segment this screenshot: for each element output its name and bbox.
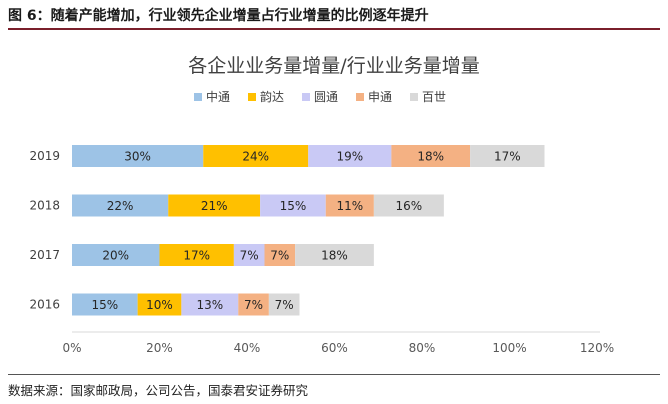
bar-2019-0	[72, 145, 204, 167]
bar-label-2019-4: 17%	[494, 150, 521, 164]
legend-label-4: 百世	[422, 90, 446, 104]
bar-label-2016-4: 7%	[275, 298, 294, 312]
bar-2017-0	[72, 244, 160, 266]
bar-label-2019-0: 30%	[124, 150, 151, 164]
bar-2017-2	[233, 244, 265, 266]
legend-swatch-3	[356, 93, 364, 101]
category-axis: 2019 2018 2017 2016	[29, 149, 60, 312]
legend-label-2: 圆通	[314, 90, 338, 104]
legend-label-0: 中通	[206, 89, 230, 104]
tick-label-3: 60%	[321, 341, 348, 355]
bar-2017-1	[159, 244, 234, 266]
bar-2017-4	[295, 244, 374, 266]
legend-swatch-4	[410, 93, 418, 101]
bar-2016-3	[238, 293, 269, 316]
bar-2019-2	[308, 145, 392, 167]
chart-legend: 中通 韵达 圆通 申通 百世	[194, 89, 446, 104]
category-label-2018: 2018	[29, 199, 60, 213]
bottom-rule	[8, 374, 660, 375]
figure-title: 图 6：随着产能增加，行业领先企业增量占行业增量的比例逐年提升	[8, 8, 429, 24]
bar-2018-3	[325, 194, 374, 217]
category-label-2016: 2016	[29, 298, 60, 312]
source-note: 数据来源：国家邮政局，公司公告，国泰君安证券研究	[8, 383, 309, 398]
legend-label-1: 韵达	[260, 89, 284, 104]
tick-label-1: 20%	[146, 341, 173, 355]
bar-label-2018-1: 21%	[201, 199, 228, 213]
bar-2016-2	[181, 293, 239, 316]
bar-2017-3	[264, 244, 296, 266]
bar-label-2017-0: 20%	[102, 249, 129, 263]
bar-label-2017-2: 7%	[240, 249, 259, 263]
bar-label-2019-2: 19%	[336, 150, 363, 164]
bar-label-2019-1: 24%	[242, 150, 269, 164]
bar-2018-0	[72, 194, 169, 217]
bar-2016-4	[268, 293, 300, 316]
bar-label-2016-1: 10%	[146, 298, 173, 312]
bar-label-2016-0: 15%	[91, 298, 118, 312]
tick-label-4: 80%	[409, 341, 436, 355]
bar-2018-1	[168, 194, 261, 217]
chart-title: 各企业业务量增量/行业业务量增量	[188, 55, 479, 77]
bar-2019-1	[203, 145, 309, 167]
tick-label-0: 0%	[62, 341, 81, 355]
bar-label-2017-4: 18%	[321, 249, 348, 263]
value-axis: 0% 20% 40% 60% 80% 100% 120%	[62, 341, 614, 355]
bar-label-2019-3: 18%	[417, 150, 444, 164]
bar-2019-3	[391, 145, 471, 167]
bar-label-2018-2: 15%	[280, 199, 307, 213]
category-label-2017: 2017	[29, 248, 60, 262]
bar-2016-1	[137, 293, 182, 316]
legend-label-3: 申通	[368, 90, 392, 104]
tick-label-2: 40%	[234, 341, 261, 355]
bar-2018-2	[260, 194, 326, 217]
top-rule	[8, 28, 660, 30]
tick-label-6: 120%	[580, 341, 614, 355]
tick-label-5: 100%	[492, 341, 526, 355]
bar-2019-4	[470, 145, 545, 167]
stacked-bar-chart: 各企业业务量增量/行业业务量增量 中通 韵达 圆通 申通 百世 30% 24% 19% 18%…	[29, 55, 614, 355]
bar-label-2018-3: 11%	[336, 199, 363, 213]
bar-label-2016-2: 13%	[196, 298, 223, 312]
category-label-2019: 2019	[29, 149, 60, 163]
bar-label-2017-3: 7%	[270, 249, 289, 263]
bar-label-2017-1: 17%	[183, 249, 210, 263]
legend-swatch-2	[302, 93, 310, 101]
legend-swatch-0	[194, 93, 202, 101]
chart-bars: 30% 24% 19% 18% 17% 22% 21% 15% 11% 16% 20% 17% 7% 7%…	[72, 145, 545, 316]
bar-label-2016-3: 7%	[244, 298, 263, 312]
legend-swatch-1	[248, 93, 256, 101]
bar-label-2018-0: 22%	[107, 199, 134, 213]
bar-2016-0	[72, 293, 138, 316]
bar-2018-4	[373, 194, 444, 217]
bar-label-2018-4: 16%	[396, 199, 423, 213]
